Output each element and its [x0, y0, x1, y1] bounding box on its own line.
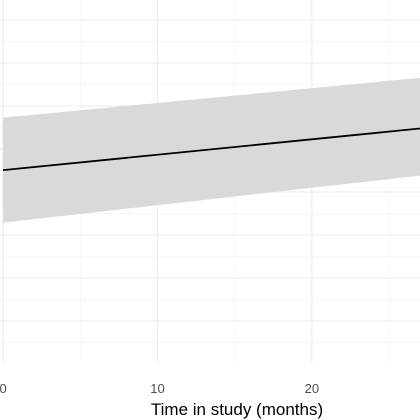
trend-line: [2, 127, 420, 172]
confidence-band: [3, 77, 420, 223]
confidence-band-layer: [3, 77, 420, 223]
x-tick-label: 10: [150, 381, 164, 396]
x-axis-title: Time in study (months): [151, 400, 323, 419]
x-tick-label: 0: [0, 381, 7, 396]
trend-line-layer: [2, 127, 420, 172]
x-tick-labels: 0 10 20: [0, 381, 319, 396]
x-tick-label: 20: [305, 381, 319, 396]
